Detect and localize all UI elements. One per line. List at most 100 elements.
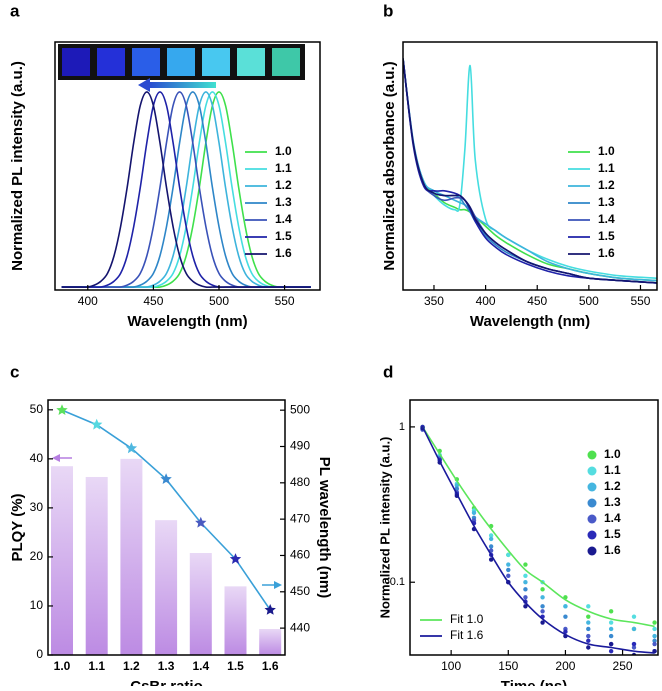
scatter-point [652,620,657,625]
y2-tick-label: 500 [290,402,310,416]
scatter-point [608,633,614,639]
scatter-point [506,562,511,567]
scatter-point [563,604,568,609]
x-tick-label: 1.1 [88,659,105,673]
y2-tick-label: 470 [290,511,310,525]
x-tick-label: 250 [613,659,633,673]
legend-label: 1.1 [604,463,621,477]
scatter-point [523,573,528,578]
x-tick-label: 1.5 [227,659,244,673]
series-line [421,426,655,654]
scatter-point [586,620,591,625]
scatter-point [454,483,460,488]
legend-marker [587,530,597,540]
star-marker [264,604,276,615]
y-tick-label: 20 [30,549,44,563]
scatter-point [586,604,591,609]
scatter-point [506,567,511,573]
series-line [421,426,655,628]
scatter-point [523,580,528,585]
x-tick-label: 150 [498,659,518,673]
scatter-point [540,620,545,625]
y-tick-label: 50 [30,402,44,416]
scatter-point [523,587,528,592]
star-marker [91,418,103,430]
star-marker [229,553,242,564]
plot-area [403,58,657,284]
x-axis-label: CsBr ratio [130,678,203,686]
panel: c CsBr ratio PLQY (%) PL wavelength (nm) 1.0… [9,362,333,691]
x-tick-label: 550 [275,294,295,308]
bar [189,553,212,655]
legend-label: Fit 1.6 [450,628,484,642]
x-tick-label: 450 [143,294,163,308]
legend-label: 1.2 [604,479,621,493]
vial-inset [58,44,305,80]
panel-label: b [383,1,393,20]
scatter-point [652,638,657,643]
legend-label: 1.4 [275,212,292,226]
legend-label: 1.1 [598,161,615,175]
x-tick-label: 500 [579,294,599,308]
scatter-point [563,614,568,619]
axes-frame [409,399,659,656]
bar [85,476,108,655]
scatter-point [523,562,528,567]
legend-label: 1.0 [275,144,292,158]
scatter-point [488,536,494,542]
legend-label: 1.3 [598,195,615,209]
legend-marker [587,546,597,556]
axes-frame [54,41,321,291]
series-line [403,58,657,284]
x-tick-label: 1.6 [262,659,279,673]
bar [259,629,282,655]
scatter-point [540,604,545,609]
legend-label: 1.6 [275,246,292,260]
bar [120,458,143,655]
plot-area [61,91,311,289]
shift-arrow [138,78,216,92]
y2-tick-label: 460 [290,548,310,562]
scatter-point [631,626,637,632]
scatter-point [608,641,614,647]
legend-label: 1.4 [604,511,621,525]
star-marker [56,404,68,415]
axes-frame [47,399,286,656]
scatter-point [540,609,545,614]
bar [51,466,73,655]
y-tick-label: 10 [30,598,44,612]
series-line [403,58,657,282]
panel: d Time (ns) Normalized PL intensity (a.u.)… [377,362,659,691]
plot-area [420,424,657,655]
panel: b Wavelength (nm) Normalized absorbance (a… [381,1,658,330]
series-line [403,58,657,284]
scatter-point [540,595,545,600]
legend-marker [587,498,597,508]
scatter-point [488,533,494,538]
scatter-point [506,573,511,578]
legend-label: 1.2 [275,178,292,192]
scatter-point [488,557,494,562]
series-line [403,58,657,284]
legend-marker [587,482,597,492]
legend-label: 1.1 [275,161,292,175]
x-axis-label: Wavelength (nm) [470,313,590,330]
y-tick-label: 0 [36,647,43,661]
scatter-point [608,609,614,614]
y2-axis-label: PL wavelength (nm) [316,457,333,598]
scatter-point [471,510,477,515]
y-tick-label: 30 [30,500,44,514]
legend-label: 1.3 [275,195,292,209]
panel-label: c [10,362,19,381]
legend-marker [587,450,597,460]
x-tick-label: 550 [630,294,650,308]
star-marker [125,442,138,454]
y-tick-label: 1 [399,421,405,433]
axis-arrows [52,454,282,589]
bar [155,520,178,655]
y-axis-label: Normalized PL intensity (a.u.) [9,61,26,271]
scatter-point [652,641,657,647]
legend-label: 1.6 [604,543,621,557]
y-axis-label: Normalized absorbance (a.u.) [381,61,398,270]
legend-label: 1.0 [604,447,621,461]
